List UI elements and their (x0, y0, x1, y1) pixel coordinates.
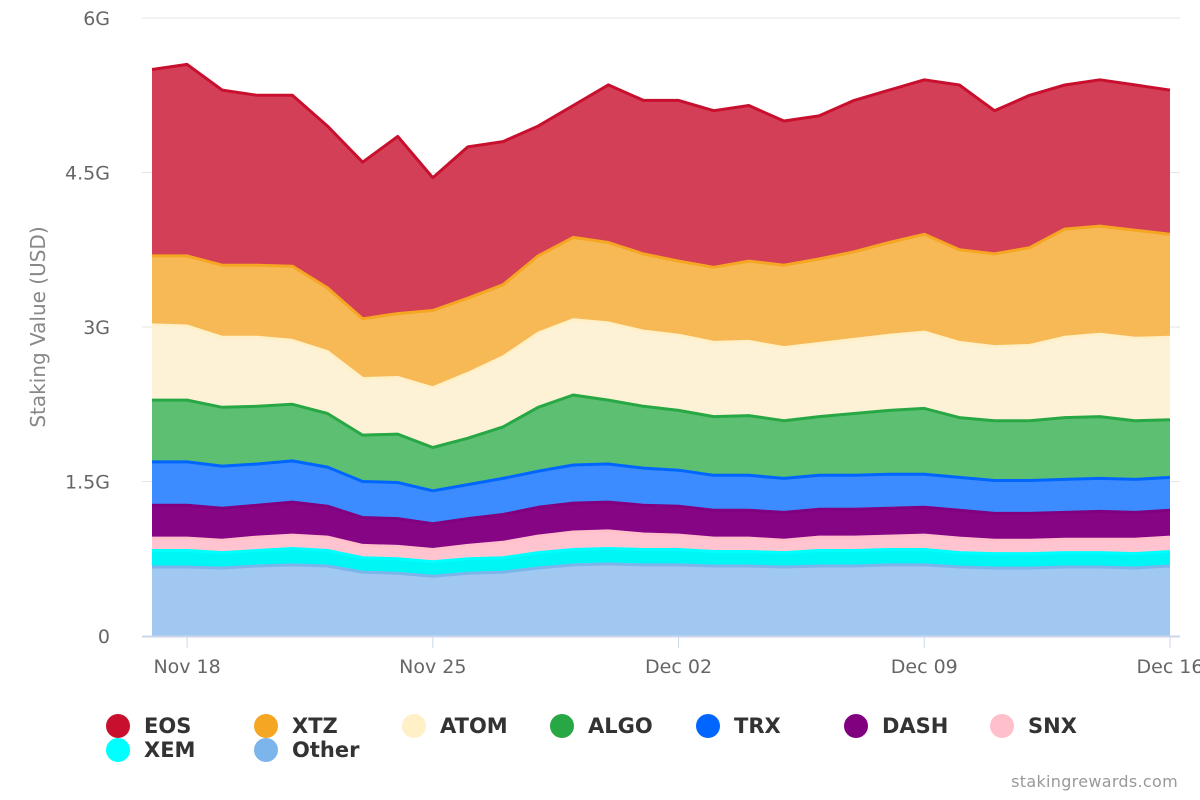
x-tick-label: Nov 18 (153, 656, 220, 678)
stacked-area-chart: 0 1.5G 3G 4.5G 6G Nov 18 Nov 25 Dec 02 Dec 09 Dec… (26, 8, 1200, 678)
legend-label: Other (292, 738, 360, 762)
credit-link[interactable]: stakingrewards.com (1011, 772, 1178, 791)
legend-item-atom[interactable]: ATOM (402, 714, 508, 738)
line-eos[interactable] (151, 62, 1171, 180)
line-other[interactable] (152, 562, 1171, 578)
legend-marker-icon (844, 714, 868, 738)
legend-marker-icon (990, 714, 1014, 738)
legend-item-snx[interactable]: SNX (990, 714, 1077, 738)
legend-marker-icon (550, 714, 574, 738)
legend-label: ATOM (440, 714, 508, 738)
y-axis-title: Staking Value (USD) (26, 226, 50, 427)
x-tick-label: Dec 02 (645, 656, 712, 678)
legend-marker-icon (402, 714, 426, 738)
line-atom[interactable] (151, 318, 1171, 390)
line-algo[interactable] (152, 393, 1171, 449)
area-other (152, 563, 1170, 636)
legend-label: SNX (1028, 714, 1077, 738)
area-xem (152, 548, 1170, 577)
legend-marker-icon (254, 738, 278, 762)
area-eos (152, 64, 1170, 319)
legend-label: XTZ (292, 714, 338, 738)
legend-marker-icon (254, 714, 278, 738)
series-areas (151, 62, 1171, 636)
legend-label: XEM (144, 738, 196, 762)
y-tick-label: 1.5G (65, 472, 110, 494)
area-atom (152, 319, 1170, 448)
legend-label: EOS (144, 714, 192, 738)
legend-label: ALGO (588, 714, 653, 738)
x-tick-label: Dec 16 (1137, 656, 1200, 678)
legend-marker-icon (106, 738, 130, 762)
area-xtz (152, 226, 1170, 388)
y-tick-label: 3G (83, 317, 110, 339)
y-tick-label: 6G (83, 8, 110, 30)
x-tick-label: Dec 09 (891, 656, 958, 678)
legend-item-xem[interactable]: XEM (106, 738, 195, 762)
y-tick-label: 0 (98, 626, 110, 648)
legend-item-dash[interactable]: DASH (844, 714, 948, 738)
line-xem[interactable] (152, 547, 1171, 564)
x-tick-label: Nov 25 (399, 656, 466, 678)
area-dash (152, 502, 1170, 550)
legend-label: TRX (734, 714, 781, 738)
area-snx (152, 530, 1170, 562)
legend-item-algo[interactable]: ALGO (550, 714, 653, 738)
legend-marker-icon (106, 714, 130, 738)
axes: 0 1.5G 3G 4.5G 6G Nov 18 Nov 25 Dec 02 Dec 09 Dec… (65, 8, 1200, 678)
legend-item-xtz[interactable]: XTZ (254, 714, 338, 738)
area-algo (152, 395, 1170, 491)
legend-marker-icon (696, 714, 720, 738)
legend-item-eos[interactable]: EOS (106, 714, 191, 738)
legend-label: DASH (882, 714, 949, 738)
area-trx (152, 460, 1170, 524)
line-snx[interactable] (152, 529, 1171, 551)
legend-item-trx[interactable]: TRX (696, 714, 781, 738)
line-xtz[interactable] (152, 224, 1171, 321)
line-dash[interactable] (152, 500, 1171, 526)
y-tick-label: 4.5G (65, 163, 110, 185)
legend-item-other[interactable]: Other (254, 738, 359, 762)
line-trx[interactable] (152, 459, 1171, 493)
